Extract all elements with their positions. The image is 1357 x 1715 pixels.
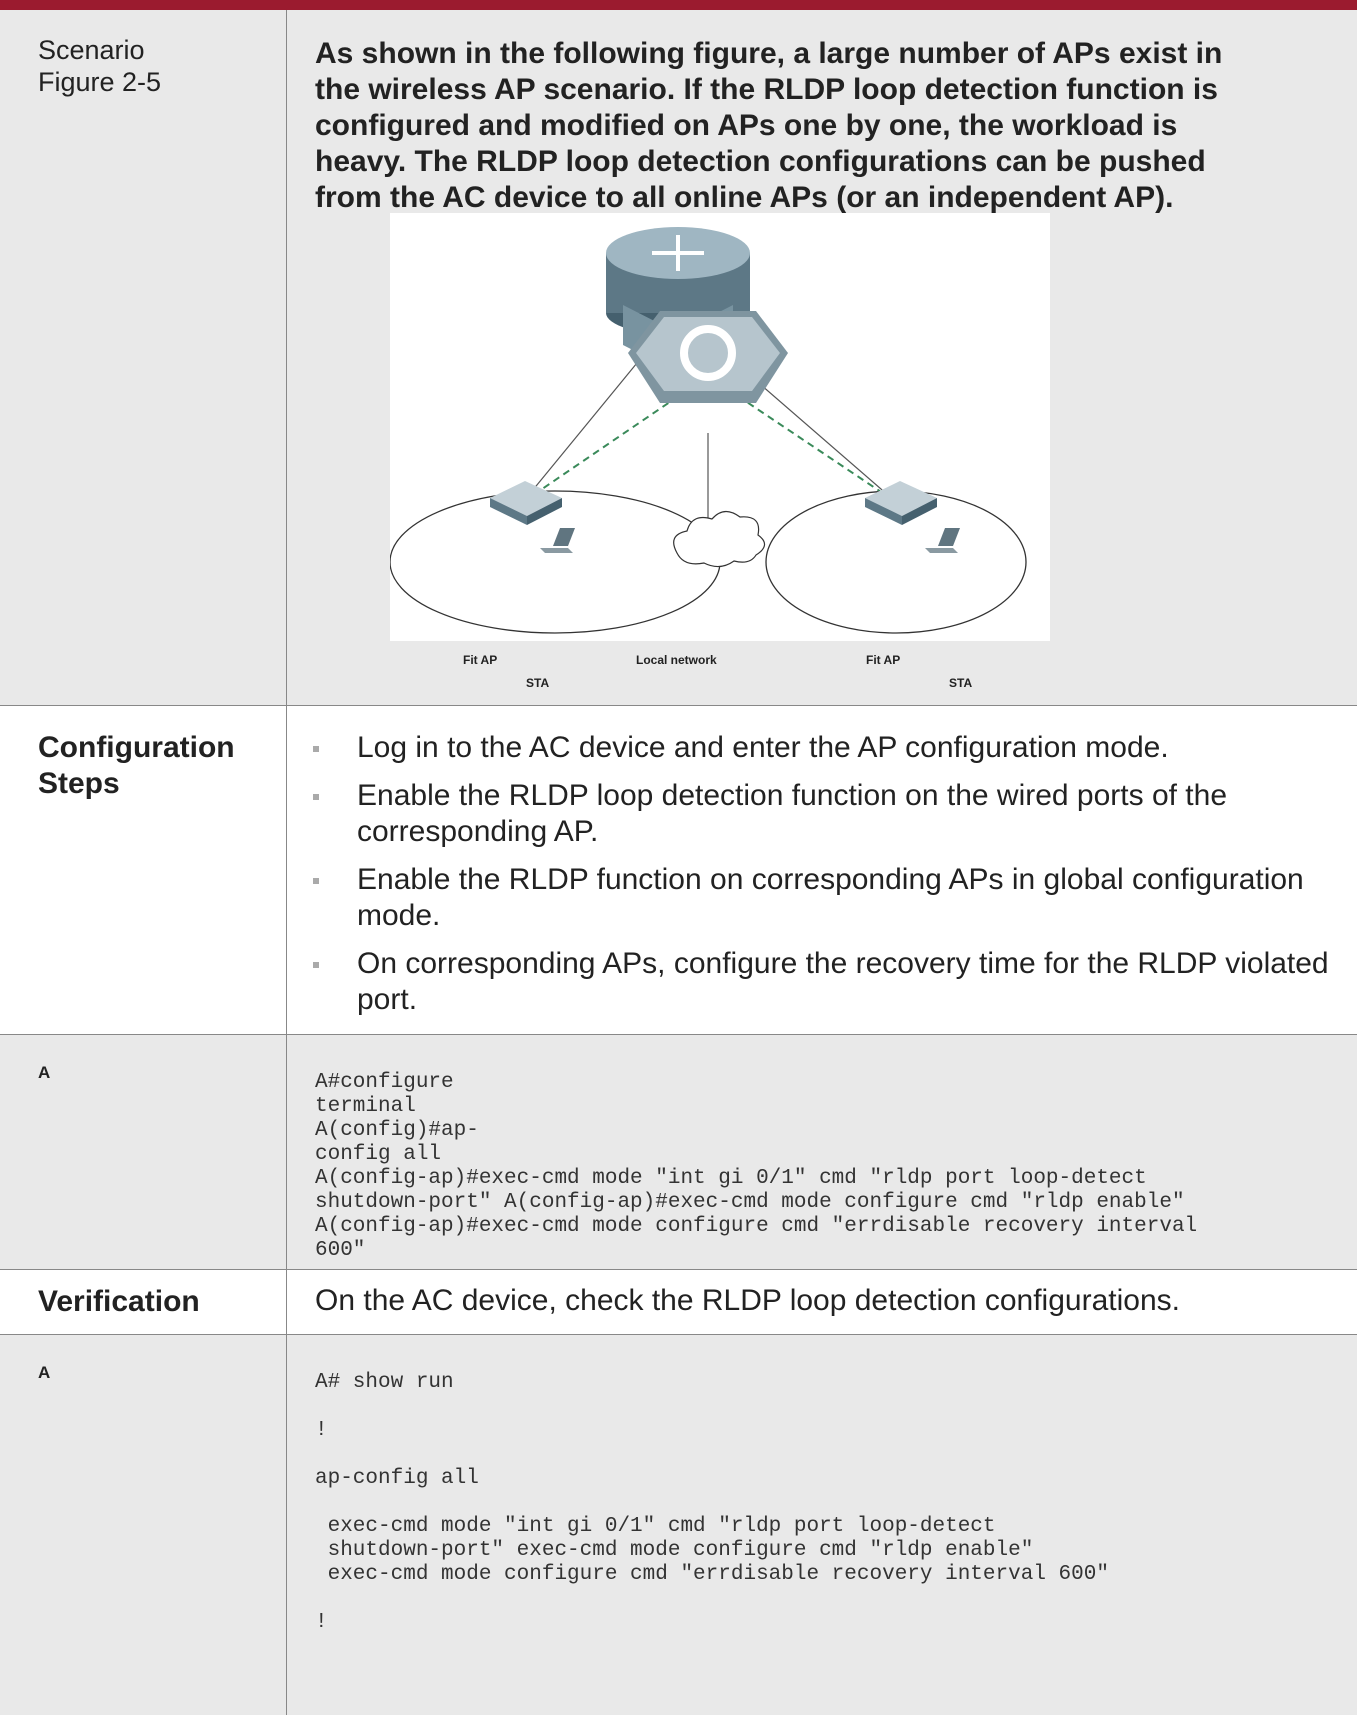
code-line: ! [315,1611,328,1634]
row-label: Verification [0,1270,287,1334]
label-text: Scenario [38,35,145,65]
step-item: On corresponding APs, configure the reco… [299,946,1357,1018]
code-line: ! [315,1419,328,1442]
code-group: ap-config all [315,1467,1357,1491]
row-content: A# show run! ap-config all exec-cmd mode … [287,1335,1357,1715]
network-figure [390,213,1050,641]
row-content: As shown in the following figure, a larg… [287,10,1357,705]
code-line: shutdown-port" exec-cmd mode configure c… [315,1539,1034,1562]
label-text: Figure 2-5 [38,67,162,97]
code-line: shutdown-port" A(config-ap)#exec-cmd mod… [315,1191,1185,1214]
row-content: A#configure terminal A(config)#ap-config a… [287,1035,1357,1269]
figure-label: STA [526,676,550,690]
code-line: 600" [315,1239,366,1262]
row-label: Scenario Figure 2-5 [0,10,287,705]
code-group: ! [315,1611,1357,1635]
verification-row: Verification On the AC device, check the… [0,1270,1357,1335]
step-item: Enable the RLDP loop detection function … [299,778,1357,850]
code-block: A#configure terminal A(config)#ap-config a… [315,1071,1357,1263]
code-line: ap-config all [315,1467,479,1490]
code-row: A A# show run! ap-config all exec-cmd mod… [0,1335,1357,1715]
label-text: Steps [38,767,120,800]
figure-label: Fit AP [463,653,498,667]
row-label: Configuration Steps [0,706,287,1034]
verification-text: On the AC device, check the RLDP loop de… [315,1284,1180,1317]
step-item: Enable the RLDP function on correspondin… [299,862,1357,934]
steps-row: Configuration Steps Log in to the AC dev… [0,706,1357,1035]
row-label: A [0,1035,287,1269]
row-label: A [0,1335,287,1715]
code-line: A(config-ap)#exec-cmd mode configure cmd… [315,1215,1198,1238]
code-line: A(config)#ap- [315,1119,479,1142]
row-content: Log in to the AC device and enter the AP… [287,706,1357,1034]
code-group: A# show run [315,1371,1357,1395]
code-row: A A#configure terminal A(config)#ap-config… [0,1035,1357,1270]
code-line: exec-cmd mode configure cmd "errdisable … [315,1563,1109,1586]
code-line: exec-cmd mode "int gi 0/1" cmd "rldp por… [315,1515,996,1538]
figure-label: STA [949,676,973,690]
scenario-text: As shown in the following figure, a larg… [315,37,1223,214]
label-text: Configuration [38,731,235,764]
code-line: A# show run [315,1371,454,1394]
top-bar [0,0,1357,10]
code-line: A(config-ap)#exec-cmd mode "int gi 0/1" … [315,1167,1147,1190]
code-line: config all [315,1143,442,1166]
code-line: A#configure [315,1071,454,1094]
figure-label: Fit AP [866,653,901,667]
code-group: exec-cmd mode "int gi 0/1" cmd "rldp por… [315,1515,1357,1587]
step-item: Log in to the AC device and enter the AP… [299,730,1357,766]
figure-label: Local network [636,653,717,667]
step-list: Log in to the AC device and enter the AP… [299,730,1357,1018]
code-line: terminal [315,1095,416,1118]
code-block: A# show run! ap-config all exec-cmd mode … [315,1371,1357,1635]
code-group: ! [315,1419,1357,1443]
